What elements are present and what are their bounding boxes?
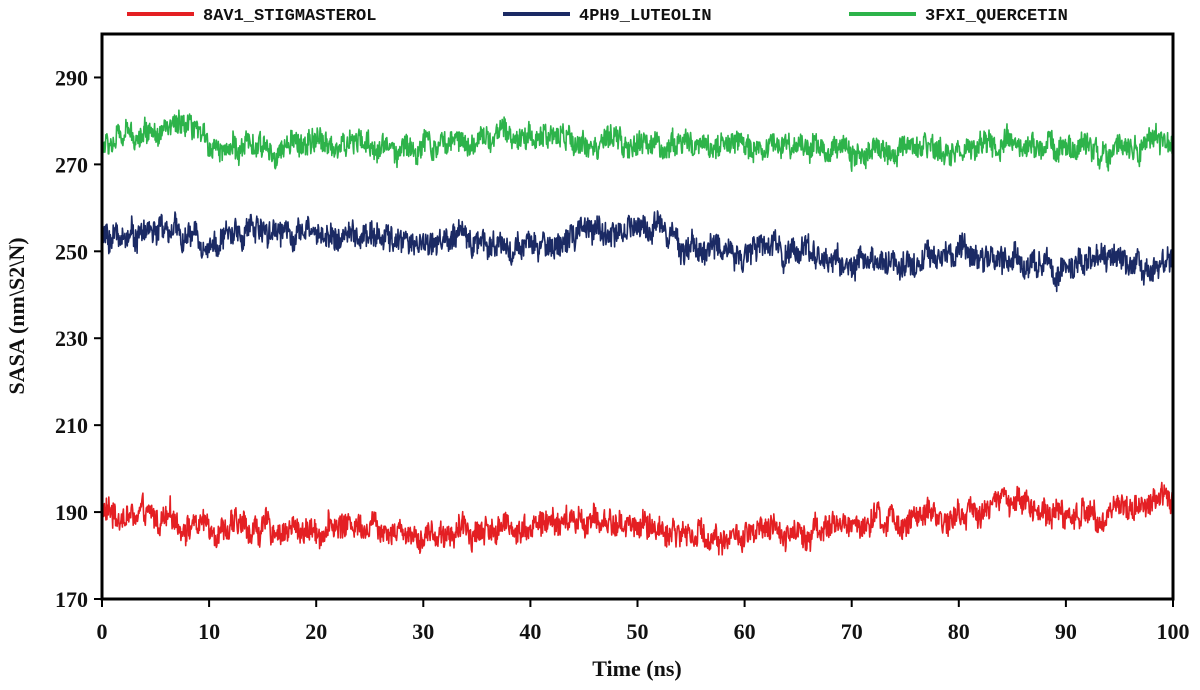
x-tick-label: 20 [305, 619, 327, 644]
y-tick-label: 190 [55, 500, 88, 525]
y-tick-label: 270 [55, 152, 88, 177]
series-layer [101, 109, 1174, 556]
y-axis: 170 190 210 230 250 270 290 [55, 65, 102, 612]
plot-frame [100, 32, 1175, 601]
legend: 8AV1_STIGMASTEROL 4PH9_LUTEOLIN 3FXI_QUERC… [127, 7, 1068, 26]
y-tick-label: 210 [55, 413, 88, 438]
x-tick-label: 10 [198, 619, 220, 644]
x-axis: 0 10 20 30 40 50 60 70 80 90 100 [97, 599, 1190, 644]
x-tick-label: 0 [97, 619, 108, 644]
x-tick-label: 80 [948, 619, 970, 644]
x-tick-label: 40 [519, 619, 541, 644]
y-axis-title: SASA (nm\S2\N) [4, 237, 29, 394]
x-tick-label: 30 [412, 619, 434, 644]
x-tick-label: 90 [1055, 619, 1077, 644]
y-tick-label: 170 [55, 587, 88, 612]
y-tick-label: 250 [55, 239, 88, 264]
x-tick-label: 100 [1157, 619, 1190, 644]
legend-label: 4PH9_LUTEOLIN [579, 7, 712, 26]
x-tick-label: 60 [734, 619, 756, 644]
x-tick-label: 50 [627, 619, 649, 644]
y-tick-label: 290 [55, 65, 88, 90]
series-line-4ph9-luteolin [101, 210, 1174, 293]
series-line-8av1-stigmasterol [101, 481, 1174, 556]
x-axis-title: Time (ns) [592, 656, 681, 681]
x-tick-label: 70 [841, 619, 863, 644]
legend-label: 8AV1_STIGMASTEROL [203, 7, 376, 26]
legend-label: 3FXI_QUERCETIN [925, 7, 1068, 26]
y-tick-label: 230 [55, 326, 88, 351]
series-line-3fxi-quercetin [101, 109, 1174, 172]
